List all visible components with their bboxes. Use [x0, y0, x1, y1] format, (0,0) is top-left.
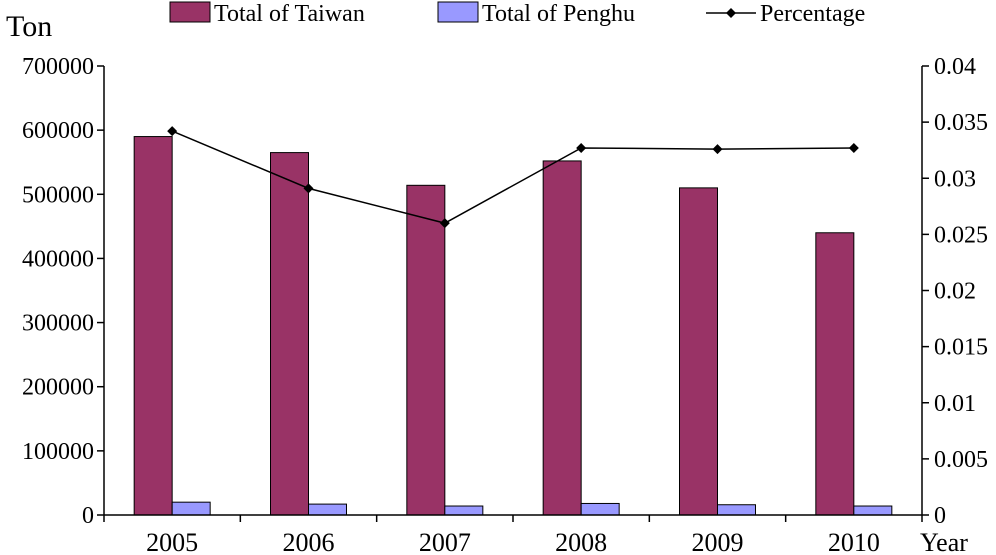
y2-tick-label: 0.035: [934, 110, 988, 136]
bar-taiwan-2008: [542, 160, 582, 516]
x-tick-label: 2007: [419, 528, 471, 555]
legend-swatch-taiwan: [169, 1, 211, 23]
x-tick-label: 2010: [828, 528, 880, 555]
plot-area: 0 100000 200000 300000 400000 500000 600000 700…: [22, 54, 988, 555]
y-tick-label: 0: [82, 503, 94, 529]
y2-tick-label: 0.04: [934, 54, 976, 80]
legend-label-taiwan: Total of Taiwan: [214, 1, 365, 27]
percentage-point-2006: [303, 183, 314, 194]
y2-tick-label: 0.025: [934, 222, 988, 248]
percentage-line: [171, 130, 854, 224]
legend: Total of Taiwan Total of Penghu Percenta…: [169, 1, 865, 27]
bar-penghu-2006: [308, 503, 347, 516]
bar-penghu-2005: [171, 501, 211, 516]
percentage-point-2005: [167, 126, 178, 137]
legend-marker-percentage: [726, 8, 736, 18]
percentage-point-2010: [848, 142, 859, 153]
y-tick-label: 700000: [22, 54, 94, 80]
y2-tick-label: 0.01: [934, 391, 976, 417]
x-axis-label: Year: [920, 528, 968, 555]
legend-label-percentage: Percentage: [760, 1, 865, 27]
legend-swatch-penghu: [437, 1, 479, 23]
percentage-point-2008: [576, 142, 587, 153]
bar-taiwan-2005: [133, 136, 173, 516]
bar-taiwan-2006: [270, 152, 309, 516]
y-tick-label: 300000: [22, 311, 94, 337]
x-tick-label: 2005: [146, 528, 198, 555]
y2-tick-label: 0.03: [934, 166, 976, 192]
x-tick-label: 2009: [692, 528, 744, 555]
y-tick-label: 600000: [22, 118, 94, 144]
x-tick-label: 2008: [555, 528, 607, 555]
bar-taiwan-2007: [406, 184, 446, 516]
bar-penghu-2009: [717, 504, 756, 516]
y-tick-label: 200000: [22, 375, 94, 401]
y-tick-label: 400000: [22, 246, 94, 272]
y2-tick-label: 0.015: [934, 335, 988, 361]
bar-penghu-2008: [580, 502, 620, 516]
y2-tick-label: 0.005: [934, 447, 988, 473]
y-tick-label: 500000: [22, 182, 94, 208]
bar-taiwan-2009: [679, 187, 718, 516]
y-axis-label: Ton: [6, 10, 52, 43]
percentage-point-2007: [439, 218, 450, 229]
bar-penghu-2010: [853, 505, 893, 516]
y-tick-label: 100000: [22, 439, 94, 465]
percentage-point-2009: [712, 144, 723, 155]
y2-tick-label: 0: [934, 503, 946, 529]
y2-tick-label: 0.02: [934, 279, 976, 305]
x-tick-label: 2006: [283, 528, 335, 555]
bar-penghu-2007: [444, 505, 484, 516]
legend-label-penghu: Total of Penghu: [482, 1, 635, 27]
bar-taiwan-2010: [815, 232, 855, 516]
